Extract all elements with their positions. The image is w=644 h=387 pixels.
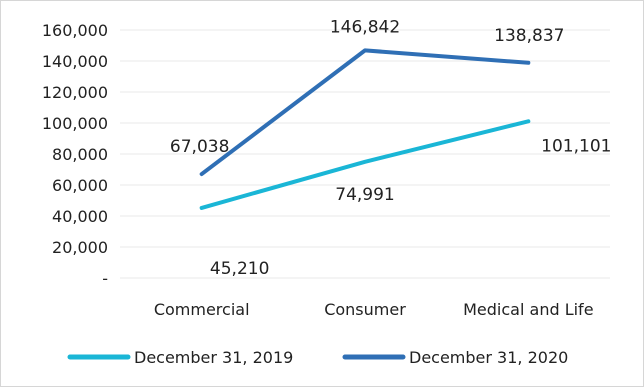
data-label: 146,842 bbox=[330, 17, 400, 37]
gridlines bbox=[120, 29, 610, 279]
y-tick-label: 100,000 bbox=[42, 114, 108, 133]
y-tick-label: 160,000 bbox=[42, 21, 108, 40]
x-category-label: Medical and Life bbox=[463, 300, 593, 319]
data-label: 101,101 bbox=[541, 136, 611, 156]
x-category-label: Consumer bbox=[324, 300, 406, 319]
legend-label: December 31, 2019 bbox=[134, 348, 293, 367]
series-lines bbox=[199, 48, 531, 210]
x-category-label: Commercial bbox=[154, 300, 250, 319]
y-tick-label: 140,000 bbox=[42, 52, 108, 71]
legend-label: December 31, 2020 bbox=[409, 348, 568, 367]
y-tick-label: 60,000 bbox=[52, 176, 108, 195]
series-line-0 bbox=[199, 119, 531, 210]
y-tick-label: 40,000 bbox=[52, 207, 108, 226]
data-label: 67,038 bbox=[170, 137, 229, 157]
data-labels: 45,210 74,991 101,101 67,038 146,842 138,837 bbox=[170, 17, 612, 279]
legend: December 31, 2019 December 31, 2020 bbox=[67, 348, 568, 367]
y-tick-label: 120,000 bbox=[42, 83, 108, 102]
series-line-1 bbox=[199, 48, 531, 177]
data-label: 138,837 bbox=[494, 26, 564, 46]
y-tick-label: 80,000 bbox=[52, 145, 108, 164]
y-axis-tick-labels: - 20,000 40,000 60,000 80,000 100,000 120,000 1… bbox=[42, 21, 108, 288]
data-label: 74,991 bbox=[335, 185, 394, 205]
x-axis-category-labels: Commercial Consumer Medical and Life bbox=[154, 300, 594, 319]
y-tick-label: 20,000 bbox=[52, 238, 108, 257]
y-tick-label: - bbox=[102, 269, 108, 288]
data-label: 45,210 bbox=[210, 259, 269, 279]
